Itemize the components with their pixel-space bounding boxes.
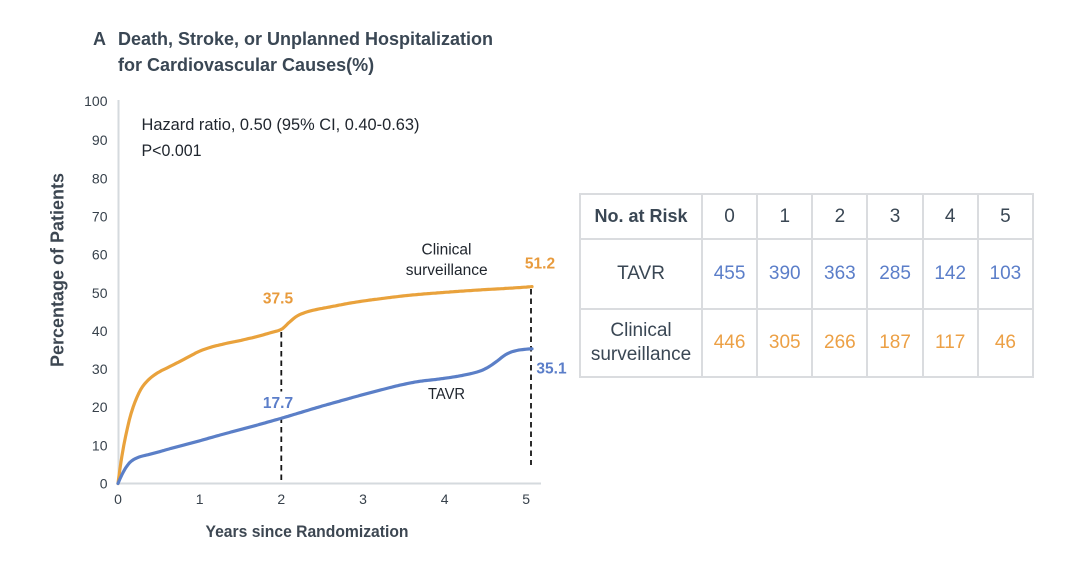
svg-text:0: 0 bbox=[100, 476, 108, 492]
svg-text:5: 5 bbox=[522, 491, 530, 507]
svg-text:20: 20 bbox=[92, 399, 108, 415]
svg-text:100: 100 bbox=[84, 93, 108, 109]
svg-text:A: A bbox=[93, 29, 106, 49]
svg-text:17.7: 17.7 bbox=[263, 395, 293, 412]
svg-text:Hazard ratio, 0.50 (95% CI, 0.: Hazard ratio, 0.50 (95% CI, 0.40-0.63) bbox=[142, 115, 420, 134]
svg-text:Percentage of Patients: Percentage of Patients bbox=[48, 173, 68, 367]
svg-text:for Cardiovascular Causes(%): for Cardiovascular Causes(%) bbox=[118, 55, 374, 75]
svg-text:surveillance: surveillance bbox=[406, 262, 488, 279]
svg-text:37.5: 37.5 bbox=[263, 290, 294, 307]
svg-text:70: 70 bbox=[92, 208, 108, 224]
svg-text:TAVR: TAVR bbox=[428, 386, 465, 403]
svg-text:Death, Stroke, or Unplanned Ho: Death, Stroke, or Unplanned Hospitalizat… bbox=[118, 29, 493, 49]
svg-text:0: 0 bbox=[114, 491, 122, 507]
svg-text:P<0.001: P<0.001 bbox=[142, 141, 202, 160]
svg-text:3: 3 bbox=[359, 491, 367, 507]
svg-text:10: 10 bbox=[92, 437, 108, 453]
svg-text:80: 80 bbox=[92, 170, 108, 186]
svg-text:35.1: 35.1 bbox=[536, 360, 567, 377]
svg-text:Clinical: Clinical bbox=[422, 242, 472, 259]
svg-text:4: 4 bbox=[441, 491, 449, 507]
svg-text:90: 90 bbox=[92, 132, 108, 148]
svg-text:1: 1 bbox=[196, 491, 204, 507]
svg-text:60: 60 bbox=[92, 247, 108, 263]
svg-text:30: 30 bbox=[92, 361, 108, 377]
svg-text:40: 40 bbox=[92, 323, 108, 339]
svg-text:Years since Randomization: Years since Randomization bbox=[206, 522, 409, 541]
svg-text:51.2: 51.2 bbox=[525, 255, 555, 272]
svg-text:2: 2 bbox=[277, 491, 285, 507]
svg-text:50: 50 bbox=[92, 285, 108, 301]
